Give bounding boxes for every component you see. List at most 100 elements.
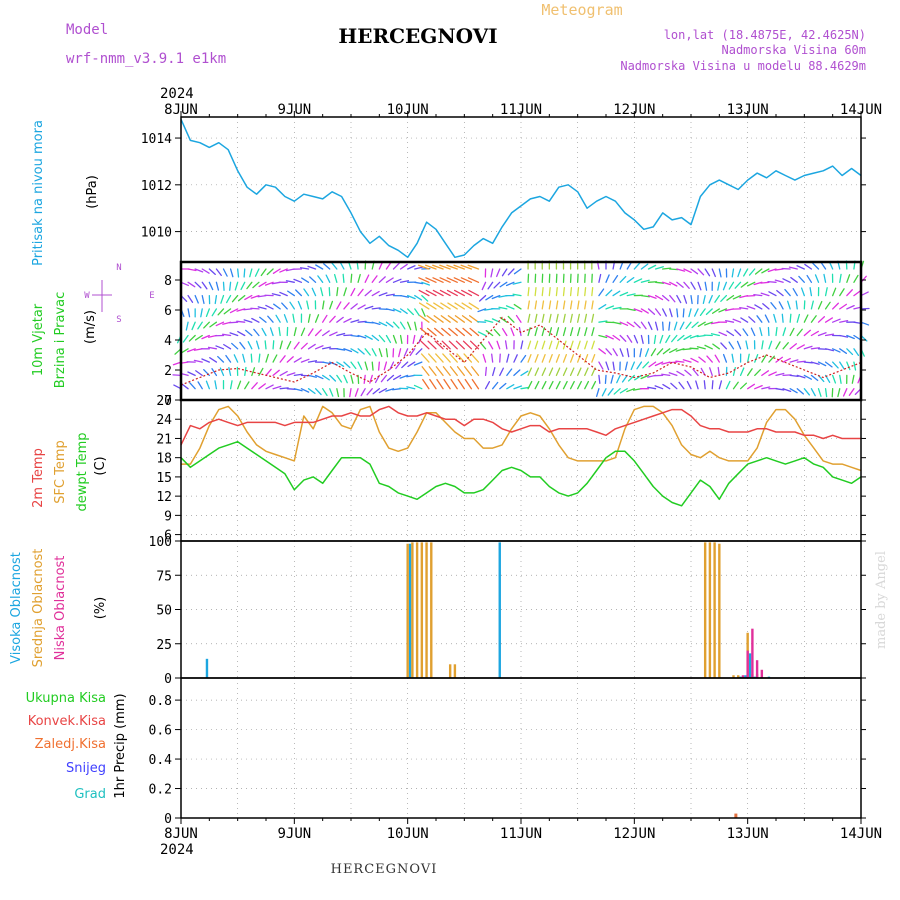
wind-arrow xyxy=(647,386,657,390)
wind-arrow xyxy=(229,308,239,314)
wind-arrow xyxy=(685,321,692,330)
wind-arrow xyxy=(774,279,784,283)
wind-arrow xyxy=(172,361,182,366)
wind-arrow xyxy=(676,308,679,318)
wind-arrow xyxy=(753,293,763,297)
wind-arrow xyxy=(372,388,380,395)
temp-2m-line xyxy=(180,405,861,446)
wind-arrow xyxy=(267,315,274,323)
wind-arrow xyxy=(750,327,756,337)
wind-arrow xyxy=(510,327,515,337)
wind-arrow xyxy=(675,360,685,363)
compass-s: S xyxy=(116,315,121,325)
wind-arrow xyxy=(185,321,189,331)
wind-arrow xyxy=(761,370,770,377)
wind-arrow xyxy=(527,327,531,337)
wind-arrow xyxy=(272,340,275,350)
wind-arrow xyxy=(595,388,600,398)
wind-arrow xyxy=(439,264,451,270)
wind-arrow xyxy=(562,367,568,377)
wind-arrow xyxy=(671,334,678,343)
wind-arrow xyxy=(449,366,458,377)
wind-arrow xyxy=(350,287,356,297)
wind-arrow xyxy=(300,358,310,363)
wind-arrow xyxy=(584,327,588,337)
wind-arrow xyxy=(598,288,605,297)
wind-arrow xyxy=(299,267,310,270)
wind-arrow xyxy=(378,276,386,283)
wind-arrow xyxy=(420,353,430,363)
wind-arrow xyxy=(754,354,759,363)
wind-arrow xyxy=(626,261,633,270)
wind-arrow xyxy=(250,294,260,299)
wind-arrow xyxy=(247,341,253,350)
wind-arrow xyxy=(732,366,736,377)
wind-arrow xyxy=(505,281,515,287)
wind-arrow xyxy=(626,321,635,328)
wind-arrow xyxy=(846,289,853,297)
wind-arrow xyxy=(441,340,451,350)
wind-arrow xyxy=(209,357,218,363)
wind-arrow xyxy=(315,264,324,270)
wind-arrow xyxy=(258,353,261,363)
wind-arrow xyxy=(584,367,589,377)
wind-arrow xyxy=(789,359,799,363)
wind-arrow xyxy=(569,367,575,377)
wind-arrow xyxy=(371,361,374,371)
y-tick-label: 4 xyxy=(164,334,172,349)
wind-arrow xyxy=(507,315,515,323)
wind-arrow xyxy=(443,378,451,390)
wind-arrow xyxy=(215,345,225,350)
wind-arrow xyxy=(824,333,835,337)
wind-arrow xyxy=(747,353,750,363)
precip-legend-convective: Konvek.Kisa xyxy=(28,714,106,729)
wind-arrow xyxy=(742,328,749,337)
wind-arrow xyxy=(225,294,232,304)
wind-arrow xyxy=(493,328,501,337)
wind-arrow xyxy=(796,374,806,379)
wind-arrow xyxy=(541,367,547,377)
wind-arrow xyxy=(498,306,508,310)
wind-arrow xyxy=(787,300,791,310)
wind-arrow xyxy=(541,313,545,323)
wind-speed-line xyxy=(180,316,862,386)
wind-arrow xyxy=(504,340,508,350)
wind-arrow xyxy=(548,286,551,297)
wind-arrow xyxy=(223,308,232,315)
wind-arrow xyxy=(421,308,426,317)
wind-arrow xyxy=(433,315,444,323)
y-tick-label: 1014 xyxy=(141,132,172,147)
wind-arrow xyxy=(237,380,242,390)
wind-arrow xyxy=(413,384,423,390)
wind-arrow xyxy=(364,321,374,324)
wind-arrow xyxy=(760,292,770,297)
wind-arrow xyxy=(690,294,693,305)
mid-cloud-bar xyxy=(453,664,457,678)
x-tick-label-top: 10JUN xyxy=(387,102,429,118)
wind-arrow xyxy=(264,281,274,286)
wind-arrow xyxy=(534,327,538,337)
y-tick-label: 1010 xyxy=(141,226,172,241)
wind-arrow xyxy=(782,357,791,363)
wind-arrow xyxy=(357,361,363,370)
wind-arrow xyxy=(731,268,735,278)
wind-arrow xyxy=(467,277,480,283)
wind-arrow xyxy=(413,361,423,366)
wind-arrow xyxy=(257,306,267,310)
wind-arrow xyxy=(407,321,412,331)
y-tick-label: 8 xyxy=(164,274,172,289)
wind-arrow xyxy=(447,315,458,323)
pressure-ylabel-1: Pritisak na nivou mora xyxy=(31,120,46,266)
wind-arrow xyxy=(499,382,507,390)
high-cloud-bar xyxy=(408,543,412,678)
wind-arrow xyxy=(350,348,359,354)
wind-arrow xyxy=(647,294,657,299)
wind-arrow xyxy=(322,361,332,365)
wind-arrow xyxy=(619,291,629,297)
wind-arrow xyxy=(846,334,855,340)
wind-arrow xyxy=(269,327,274,337)
wind-arrow xyxy=(252,281,260,289)
wind-arrow xyxy=(711,308,720,314)
wind-arrow xyxy=(732,318,742,323)
wind-arrow xyxy=(548,313,552,323)
